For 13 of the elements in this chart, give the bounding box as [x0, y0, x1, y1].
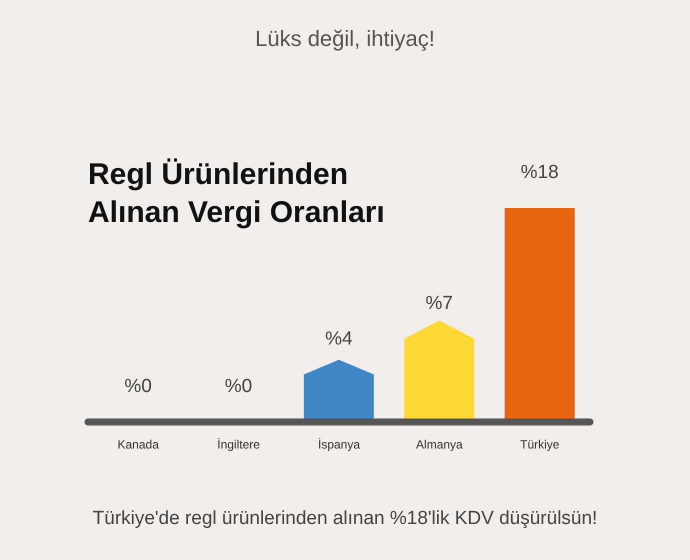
text: Türkiye'de regl ürünlerinden alınan %18'lik KDV düşürülsün!	[92, 508, 598, 530]
x-tick-label: Kanada	[118, 438, 160, 452]
x-tick-label: Almanya	[416, 438, 464, 452]
data-label: %7	[426, 292, 453, 314]
data-label: %4	[325, 328, 354, 350]
data-label: %0	[224, 376, 252, 397]
chart-title: Regl Ürünlerinden Alınan Vergi Oranları	[88, 157, 385, 231]
chart-subtitle: Lüks değil, ihtiyaç!	[254, 26, 436, 52]
data-label: %0	[124, 376, 152, 397]
x-tick-label: İngiltere	[217, 438, 260, 452]
x-tick-label: İspanya	[318, 438, 360, 452]
x-tick-label: Türkiye	[520, 438, 560, 452]
data-label: %18	[520, 162, 559, 183]
